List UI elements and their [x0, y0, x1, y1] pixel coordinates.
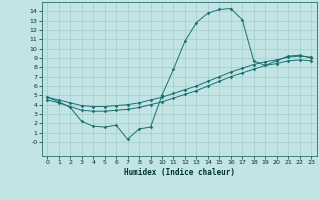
- X-axis label: Humidex (Indice chaleur): Humidex (Indice chaleur): [124, 168, 235, 177]
